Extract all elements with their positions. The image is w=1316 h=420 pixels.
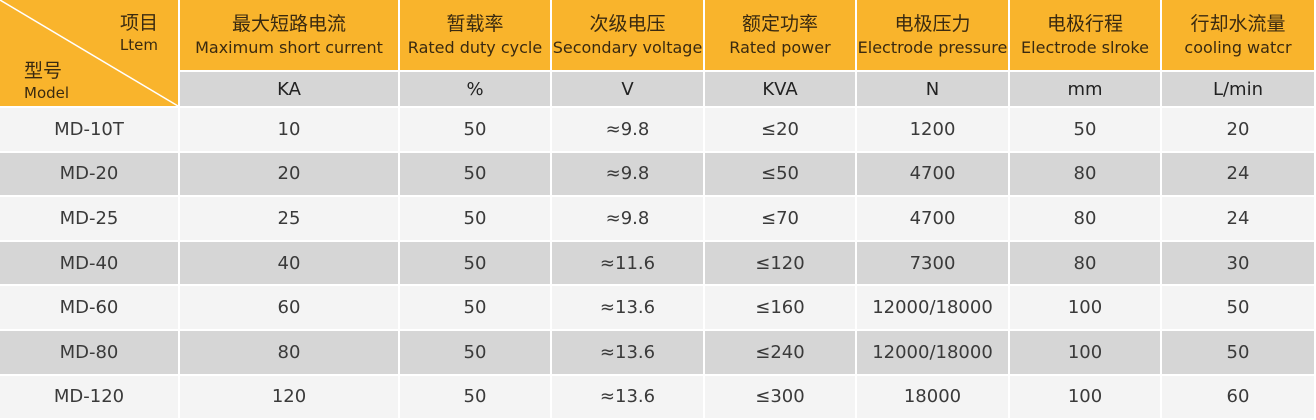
value-cell: ≤160 [705,286,857,331]
column-unit: % [400,72,552,108]
column-title-en: cooling watcr [1184,38,1292,57]
column-header: 额定功率 Rated power [705,0,857,72]
value-cell: 60 [180,286,400,331]
value-cell: ≤240 [705,331,857,376]
model-cell: MD-20 [0,152,180,198]
column-header: 次级电压 Secondary voltage [552,0,705,72]
value-cell: 1200 [857,108,1010,153]
value-cell: ≈9.8 [552,197,705,242]
column-title-cn: 电极行程 [1046,13,1123,35]
value-cell: 50 [400,108,552,153]
value-cell: 80 [1010,152,1162,198]
value-cell: 100 [1010,286,1162,331]
value-cell: 25 [180,197,400,242]
column-title-en: Electrode slroke [1021,38,1149,57]
value-cell: 30 [1162,241,1316,287]
column-unit: V [552,72,705,108]
value-cell: 50 [1010,108,1162,153]
model-cell: MD-25 [0,197,180,242]
column-title-en: Rated power [729,38,831,57]
value-cell: 50 [1162,286,1316,331]
value-cell: 12000/18000 [857,331,1010,376]
value-cell: 80 [1010,197,1162,242]
column-unit: mm [1010,72,1162,108]
value-cell: ≈13.6 [552,375,705,420]
column-title-cn: 电极压力 [894,13,971,35]
column-title-cn: 行却水流量 [1190,13,1286,35]
value-cell: 80 [180,331,400,376]
column-header: 暂载率 Rated duty cycle [400,0,552,72]
value-cell: 18000 [857,375,1010,420]
column-header: 行却水流量 cooling watcr [1162,0,1316,72]
column-unit: N [857,72,1010,108]
value-cell: 10 [180,108,400,153]
value-cell: 24 [1162,197,1316,242]
value-cell: ≤20 [705,108,857,153]
model-en: Model [24,84,70,102]
column-unit: KVA [705,72,857,108]
value-cell: 50 [400,152,552,198]
column-unit: L/min [1162,72,1316,108]
model-cn: 型号 [24,60,63,82]
column-title-en: Electrode pressure [857,38,1008,57]
column-title-en: Secondary voltage [552,38,703,57]
column-unit: KA [180,72,400,108]
value-cell: 50 [400,375,552,420]
value-cell: 50 [400,331,552,376]
value-cell: 40 [180,241,400,287]
value-cell: 4700 [857,152,1010,198]
diagonal [0,0,179,107]
column-title-cn: 次级电压 [589,13,666,35]
corner-header: 项目 Ltem 型号 Model [0,0,180,108]
value-cell: 12000/18000 [857,286,1010,331]
value-cell: 100 [1010,375,1162,420]
item-en: Ltem [119,36,158,54]
value-cell: ≤70 [705,197,857,242]
column-title-cn: 最大短路电流 [231,13,346,35]
value-cell: 50 [400,197,552,242]
column-header: 电极行程 Electrode slroke [1010,0,1162,72]
column-title-cn: 额定功率 [741,13,818,35]
value-cell: ≈9.8 [552,152,705,198]
value-cell: ≤50 [705,152,857,198]
value-cell: ≈13.6 [552,286,705,331]
value-cell: ≈13.6 [552,331,705,376]
model-cell: MD-80 [0,331,180,376]
value-cell: 50 [400,286,552,331]
column-header: 最大短路电流 Maximum short current [180,0,400,72]
value-cell: 50 [400,241,552,287]
value-cell: 50 [1162,331,1316,376]
value-cell: 20 [1162,108,1316,153]
value-cell: 120 [180,375,400,420]
column-title-en: Maximum short current [195,38,383,57]
value-cell: 7300 [857,241,1010,287]
value-cell: ≤300 [705,375,857,420]
value-cell: 20 [180,152,400,198]
model-cell: MD-40 [0,241,180,287]
column-title-cn: 暂载率 [446,13,504,35]
value-cell: 100 [1010,331,1162,376]
column-header: 电极压力 Electrode pressure [857,0,1010,72]
model-cell: MD-10T [0,108,180,153]
model-cell: MD-120 [0,375,180,420]
item-cn: 项目 [119,12,158,34]
value-cell: ≈9.8 [552,108,705,153]
value-cell: ≤120 [705,241,857,287]
value-cell: 24 [1162,152,1316,198]
model-cell: MD-60 [0,286,180,331]
value-cell: 80 [1010,241,1162,287]
column-title-en: Rated duty cycle [407,38,543,57]
value-cell: 4700 [857,197,1010,242]
value-cell: 60 [1162,375,1316,420]
value-cell: ≈11.6 [552,241,705,287]
